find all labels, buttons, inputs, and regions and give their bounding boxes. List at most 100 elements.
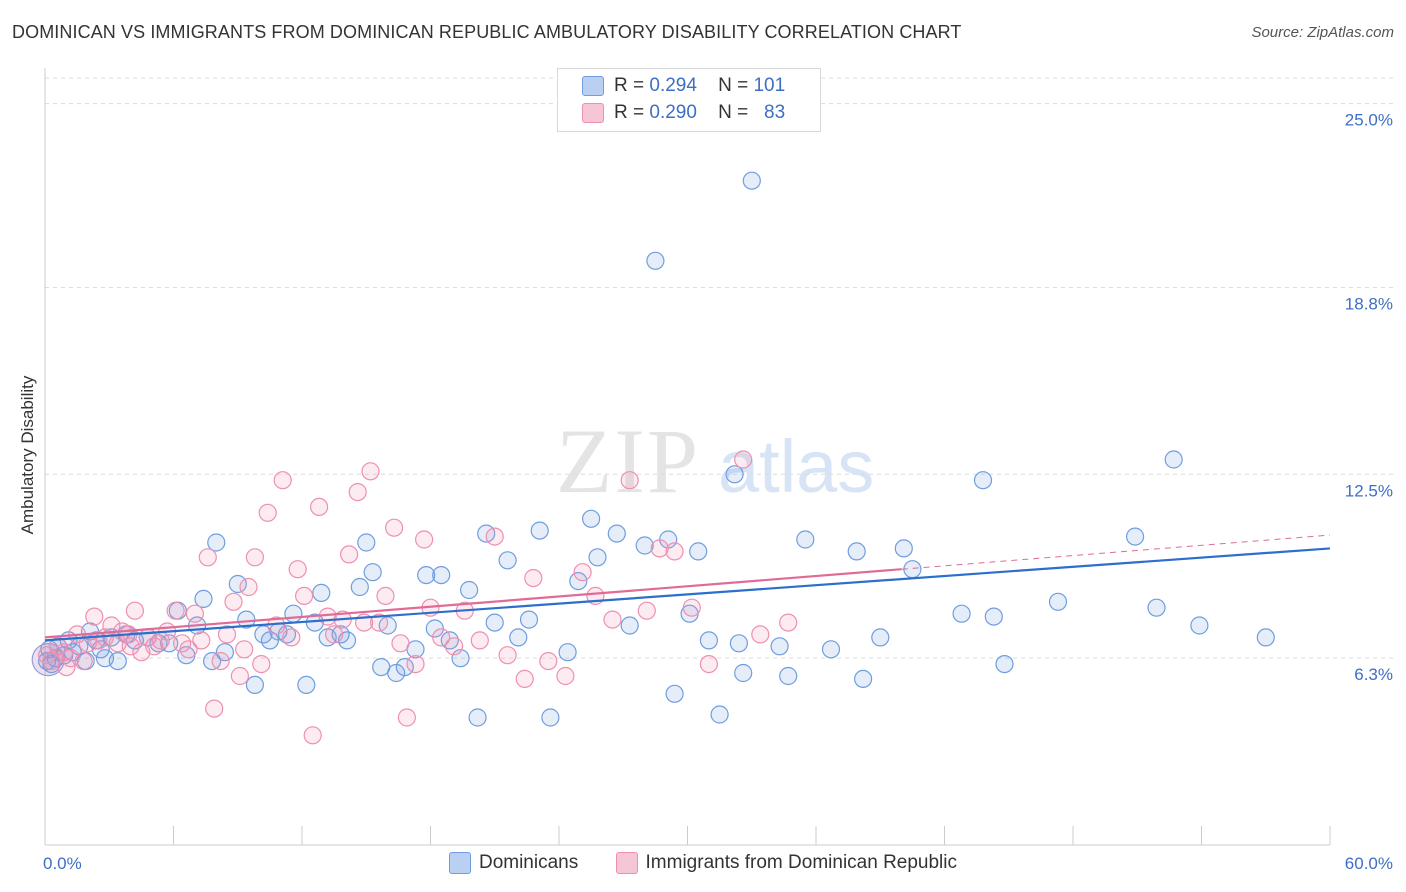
data-point — [603, 610, 622, 629]
data-point — [1256, 628, 1275, 647]
data-point — [770, 637, 789, 656]
data-point — [699, 631, 719, 650]
data-point — [556, 666, 575, 686]
data-point — [350, 577, 369, 597]
data-point — [57, 657, 76, 677]
legend-r-value: 0.294 — [649, 75, 697, 96]
watermark-zip: ZIP — [556, 410, 700, 512]
data-point — [432, 565, 451, 585]
data-point — [984, 607, 1003, 626]
data-point — [1147, 598, 1166, 617]
legend-swatch-pink — [582, 102, 604, 123]
data-point — [230, 666, 249, 686]
data-point — [205, 699, 224, 718]
data-point — [391, 634, 410, 653]
legend-swatch-pink — [615, 852, 638, 874]
data-point — [370, 613, 389, 632]
data-point — [282, 628, 301, 647]
y-tick-label: 12.5% — [1345, 481, 1393, 500]
grid-lines — [45, 77, 1395, 659]
trend-lines — [44, 534, 1331, 642]
data-point — [620, 616, 639, 635]
data-point — [460, 580, 479, 600]
data-point — [245, 675, 264, 695]
data-point — [215, 643, 234, 662]
legend-n-value: 101 — [753, 75, 786, 96]
data-point — [312, 583, 331, 603]
data-point — [228, 574, 247, 594]
watermark-atlas: atlas — [718, 425, 874, 508]
data-point — [530, 521, 549, 540]
data-point — [607, 524, 626, 543]
data-point — [515, 669, 534, 689]
data-point — [973, 471, 993, 490]
legend-swatch-blue — [448, 852, 471, 874]
data-point — [417, 565, 436, 585]
data-point — [179, 640, 198, 659]
data-point — [385, 518, 404, 537]
legend-label-dominicans: Dominicans — [478, 852, 579, 874]
legend-row-dominicans: R = 0.294 N = 101 — [582, 75, 785, 101]
data-point — [273, 471, 292, 490]
y-axis-label: Ambulatory Disability — [18, 375, 37, 535]
data-point — [121, 637, 140, 656]
data-point — [952, 604, 971, 623]
data-point — [1164, 450, 1183, 469]
data-point — [485, 613, 504, 632]
data-point — [519, 610, 539, 629]
data-point — [1190, 616, 1209, 635]
data-point — [318, 607, 337, 626]
x-tick-labels: 0.0% 60.0% — [43, 854, 1393, 873]
data-point — [541, 708, 560, 727]
series-legend: Dominicans Immigrants from Dominican Rep… — [0, 852, 1406, 874]
stats-legend: R = 0.294 N = 101 R = 0.290 N = 83 — [557, 68, 821, 132]
data-point — [235, 640, 254, 659]
data-point — [1125, 527, 1145, 546]
legend-r-label: R = — [614, 75, 645, 96]
legend-item-dominicans: Dominicans — [448, 852, 579, 874]
data-point — [74, 651, 93, 671]
y-tick-label: 18.8% — [1345, 294, 1393, 313]
data-point — [734, 663, 753, 683]
data-point — [509, 628, 528, 647]
data-point — [85, 607, 104, 626]
y-tick-labels: 6.3% 12.5% 18.8% 25.0% — [1345, 111, 1393, 685]
trend-line-immigrants — [44, 568, 902, 639]
data-point — [665, 542, 684, 561]
data-point — [573, 563, 592, 582]
data-point — [192, 631, 211, 650]
data-point — [217, 625, 237, 644]
data-point — [108, 651, 127, 671]
data-point — [646, 251, 665, 270]
data-point — [650, 539, 669, 558]
data-point — [198, 548, 217, 567]
data-point — [995, 654, 1014, 674]
data-point — [425, 619, 444, 638]
data-point — [340, 545, 359, 564]
legend-item-immigrants: Immigrants from Dominican Republic — [615, 852, 957, 874]
chart-title: DOMINICAN VS IMMIGRANTS FROM DOMINICAN R… — [12, 22, 962, 42]
data-point — [432, 628, 451, 647]
data-point — [239, 577, 258, 597]
data-point — [297, 675, 316, 695]
data-point — [779, 666, 798, 686]
legend-r-value: 0.290 — [649, 102, 697, 123]
data-point — [751, 625, 770, 644]
y-tick-label: 25.0% — [1345, 111, 1393, 130]
legend-n-value: 83 — [764, 102, 786, 123]
data-point — [853, 669, 873, 689]
axes — [44, 68, 1331, 846]
data-point — [710, 705, 729, 724]
x-tick-label: 0.0% — [43, 854, 82, 873]
data-point — [524, 568, 543, 588]
data-point — [894, 539, 913, 558]
trend-line-dominicans — [44, 547, 1331, 642]
watermark: ZIP atlas — [556, 410, 874, 512]
data-point — [847, 542, 866, 561]
data-point — [295, 586, 314, 606]
data-point — [348, 483, 367, 502]
data-point — [361, 462, 380, 481]
data-point — [871, 628, 890, 647]
data-point — [357, 533, 376, 552]
data-point — [734, 450, 753, 469]
